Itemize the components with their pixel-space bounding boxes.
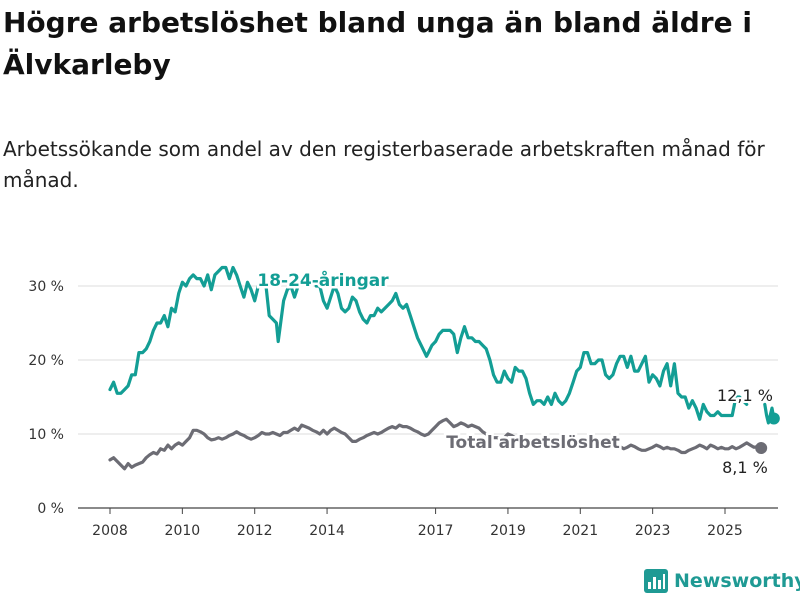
end-label-total: 8,1 %: [722, 458, 768, 477]
y-tick-label: 0 %: [37, 501, 64, 517]
x-tick-label: 2025: [707, 523, 743, 539]
y-tick-label: 10 %: [28, 427, 64, 443]
series-line-youth: [763, 402, 776, 425]
series-line-total: [108, 417, 763, 471]
x-axis: 2008 2010 2012 2014 2017 2019 2021 2023 2025: [92, 508, 743, 539]
chart-subtitle: Arbetssökande som andel av den registerb…: [3, 137, 765, 192]
series-label-youth: 18-24-åringar: [257, 269, 389, 291]
y-tick-label: 30 %: [28, 279, 64, 295]
series-label-total: Total arbetslöshet: [446, 433, 620, 453]
x-tick-label: 2019: [490, 523, 526, 539]
x-tick-label: 2012: [237, 523, 273, 539]
end-marker-youth: [767, 412, 780, 425]
newsworthy-logo: Newsworthy: [644, 566, 800, 596]
y-tick-label: 20 %: [28, 353, 64, 369]
x-tick-label: 2017: [418, 523, 454, 539]
newsworthy-logo-text: Newsworthy: [674, 570, 800, 592]
series-labels: 18-24-åringar Total arbetslöshet 12,1 % …: [255, 267, 775, 480]
newsworthy-logo-icon: [644, 569, 668, 593]
series-line-youth: [108, 265, 300, 395]
series-lines: [108, 265, 780, 471]
gridlines: [78, 285, 778, 509]
x-tick-label: 2008: [92, 523, 128, 539]
y-axis: 0 % 10 % 20 % 30 %: [28, 279, 64, 517]
chart-title: Högre arbetslöshet bland unga än bland ä…: [3, 6, 752, 81]
x-tick-label: 2021: [562, 523, 598, 539]
x-tick-label: 2010: [165, 523, 201, 539]
x-tick-label: 2014: [309, 523, 345, 539]
series-line-youth: [314, 284, 749, 421]
x-tick-label: 2023: [635, 523, 671, 539]
end-marker-total: [755, 442, 768, 455]
end-label-youth: 12,1 %: [717, 386, 773, 405]
